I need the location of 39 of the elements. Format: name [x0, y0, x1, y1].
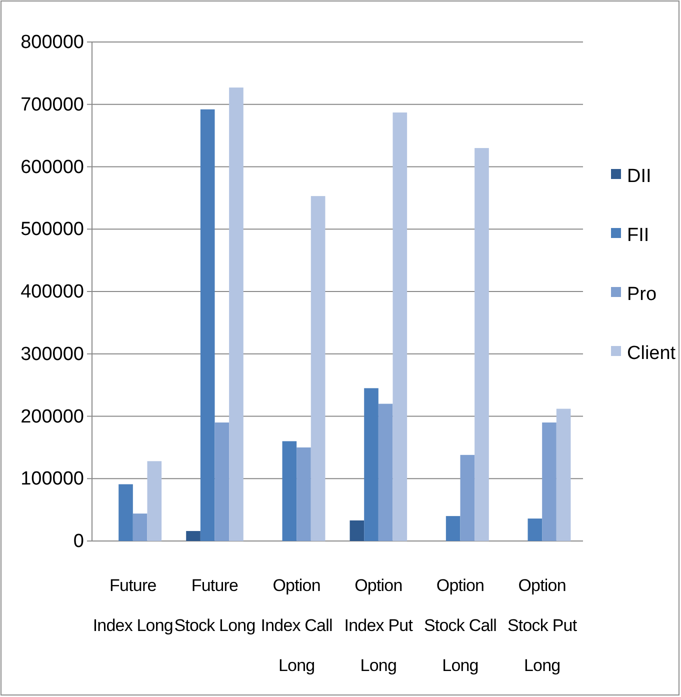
bar — [147, 461, 162, 541]
category-label: Future Index Long — [92, 576, 173, 635]
legend-label: FII — [627, 225, 650, 246]
bar — [186, 531, 200, 541]
legend-label: Client — [627, 343, 676, 364]
y-tick-label: 200000 — [20, 406, 84, 428]
category-label: Option Index Call Long — [260, 576, 332, 675]
category-label: Future Stock Long — [174, 576, 256, 635]
bar — [118, 484, 133, 541]
legend-label: DII — [627, 166, 652, 187]
bar — [460, 454, 475, 541]
bar — [556, 408, 571, 541]
y-tick-label: 0 — [73, 531, 84, 552]
category-label: Option Stock Call Long — [424, 576, 497, 675]
y-tick-label: 500000 — [20, 219, 84, 240]
y-tick-label: 100000 — [20, 468, 84, 490]
bar — [282, 441, 297, 541]
y-tick-label: 400000 — [20, 282, 84, 303]
bar — [474, 148, 489, 541]
legend-label: Pro — [627, 284, 657, 305]
bar — [392, 112, 408, 541]
bar — [446, 516, 460, 541]
bar — [310, 196, 326, 541]
bar — [200, 109, 215, 541]
bar — [528, 518, 542, 541]
bar — [229, 88, 244, 541]
bar — [214, 422, 230, 541]
category-label: Option Index Put Long — [344, 576, 413, 675]
category-label: Option Stock Put Long — [507, 576, 577, 675]
bar — [296, 447, 311, 541]
bar — [350, 520, 364, 541]
y-tick-label: 300000 — [20, 344, 84, 365]
y-tick-label: 600000 — [20, 156, 84, 178]
y-tick-label: 800000 — [20, 32, 84, 54]
bar — [378, 404, 393, 541]
bar — [542, 422, 556, 541]
y-tick-label: 700000 — [20, 94, 84, 116]
bar — [132, 514, 148, 541]
bar — [364, 388, 378, 541]
